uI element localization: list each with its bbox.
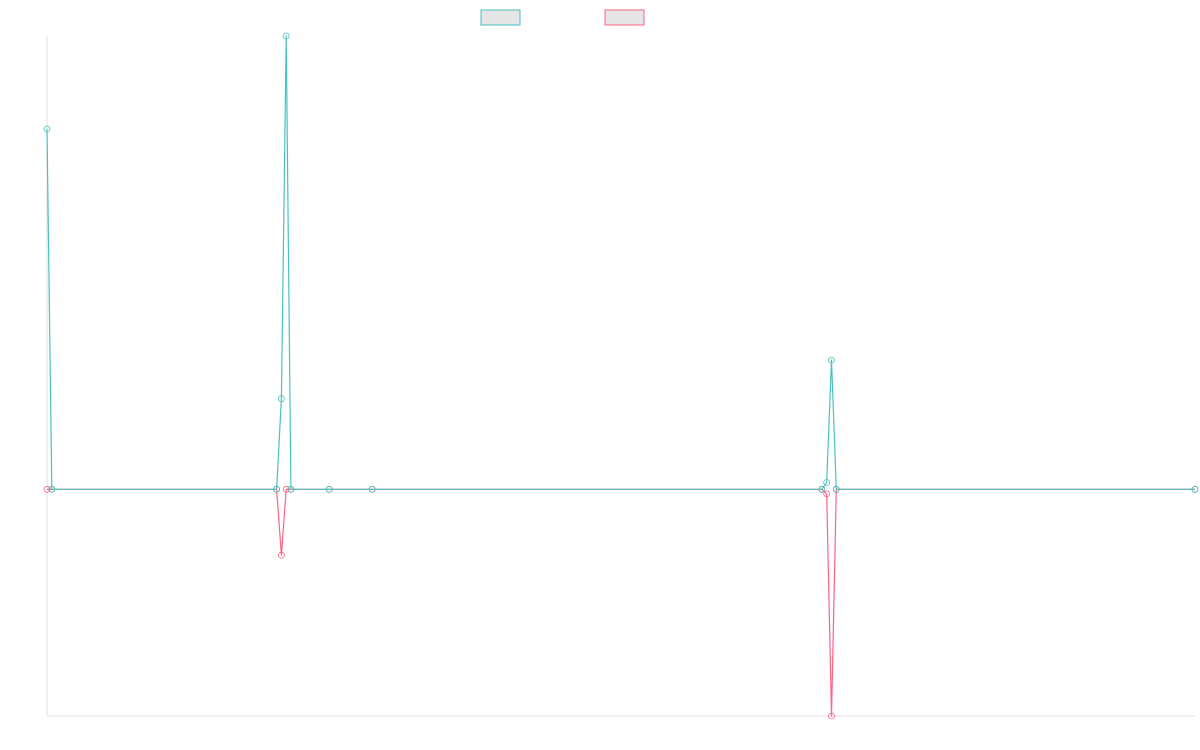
- series-line-2: [47, 488, 1195, 717]
- data-point: [48, 485, 56, 493]
- data-point: [282, 485, 290, 493]
- legend: [480, 9, 645, 26]
- data-point: [273, 485, 281, 493]
- series-layer: [43, 32, 1199, 720]
- data-point: [287, 485, 295, 493]
- series-points-1: [43, 32, 1199, 493]
- legend-swatch-series-1: [480, 9, 521, 26]
- data-point: [277, 551, 285, 559]
- data-point: [368, 485, 376, 493]
- axes: [46, 36, 1195, 717]
- data-point: [828, 356, 835, 364]
- legend-swatch-series-2: [604, 9, 645, 26]
- data-point: [325, 485, 333, 493]
- data-point: [277, 395, 285, 403]
- data-point: [823, 490, 831, 498]
- data-point: [282, 32, 290, 40]
- data-point: [43, 125, 51, 133]
- data-point: [832, 485, 840, 493]
- series-line-1: [46, 35, 1195, 490]
- data-point: [818, 485, 826, 493]
- series-points-2: [43, 485, 1199, 720]
- data-point: [43, 485, 51, 493]
- data-point: [1191, 485, 1199, 493]
- data-point: [828, 712, 835, 720]
- data-point: [823, 479, 831, 486]
